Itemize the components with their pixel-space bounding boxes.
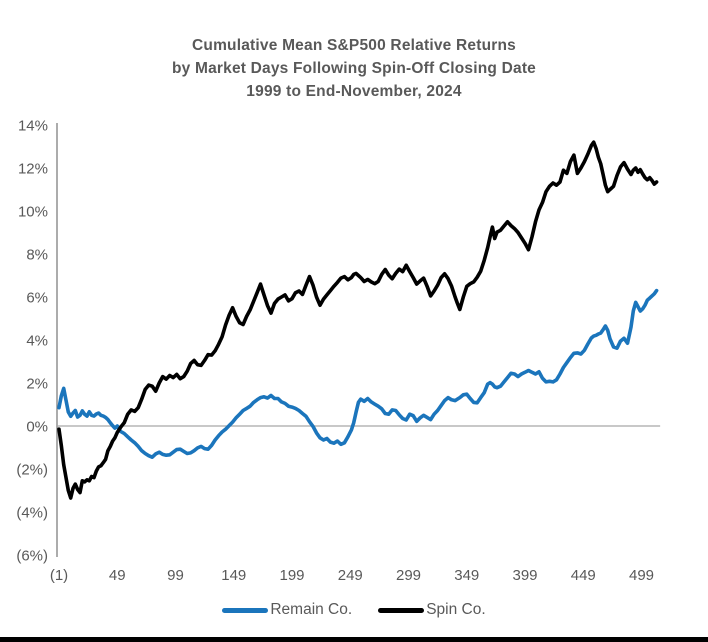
bottom-border-bar xyxy=(0,637,708,642)
y-tick-label: 14% xyxy=(18,118,48,135)
chart-title-line-1: Cumulative Mean S&P500 Relative Returns xyxy=(192,37,516,54)
remain-co-line-swatch xyxy=(222,607,269,613)
y-tick-label: 2% xyxy=(26,376,48,393)
legend-item-spin-co: Spin Co. xyxy=(378,601,486,619)
line-chart-plot: 14% 12% 10% 8% 6% 4% 2% 0% (2%) (4%) (6%)(1) 49 99 14… xyxy=(16,118,661,584)
x-tick-label: 499 xyxy=(629,567,654,584)
x-tick-label: 99 xyxy=(167,567,184,584)
x-tick-label: 449 xyxy=(571,567,596,584)
legend-label-spin-co: Spin Co. xyxy=(426,601,486,618)
x-tick-label: (1) xyxy=(50,567,68,584)
chart-title: Cumulative Mean S&P500 Relative Returns … xyxy=(0,34,708,103)
x-tick-label: 199 xyxy=(279,567,304,584)
x-tick-label: 299 xyxy=(396,567,421,584)
remain-co-line xyxy=(57,288,659,459)
x-tick-label: 399 xyxy=(512,567,537,584)
y-tick-label: 12% xyxy=(18,161,48,178)
y-tick-label: 0% xyxy=(26,419,48,436)
x-tick-label: 249 xyxy=(338,567,363,584)
chart-title-line-2: by Market Days Following Spin-Off Closin… xyxy=(171,60,536,77)
x-tick-label: 349 xyxy=(454,567,479,584)
chart-title-line-3: 1999 to End-November, 2024 xyxy=(246,83,462,100)
legend-item-remain-co: Remain Co. xyxy=(222,601,352,619)
y-tick-label: 6% xyxy=(26,290,48,307)
spin-co-line-swatch xyxy=(378,607,425,613)
legend-label-remain-co: Remain Co. xyxy=(270,601,353,618)
y-tick-label: 4% xyxy=(26,333,48,350)
spin-co-line xyxy=(57,140,659,500)
y-tick-label: (6%) xyxy=(16,548,48,565)
x-tick-label: 49 xyxy=(109,567,126,584)
y-tick-label: 8% xyxy=(26,247,48,264)
y-tick-label: 10% xyxy=(18,204,48,221)
y-tick-label: (4%) xyxy=(16,505,48,522)
y-tick-label: (2%) xyxy=(16,462,48,479)
x-tick-label: 149 xyxy=(221,567,246,584)
chart-legend: Remain Co. Spin Co. xyxy=(0,598,708,622)
